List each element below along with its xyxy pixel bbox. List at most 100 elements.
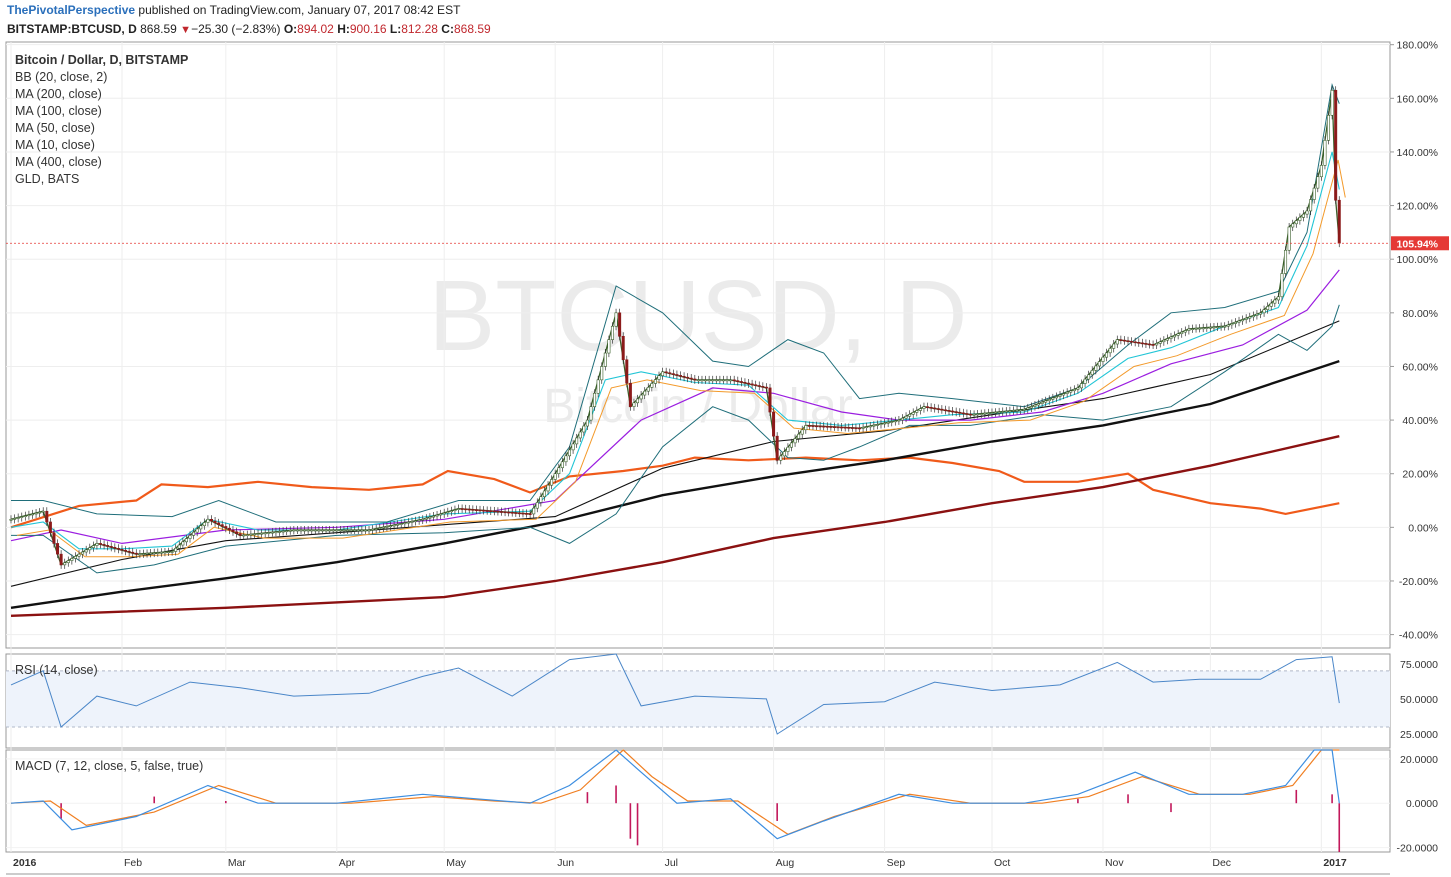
candle-body [30,513,34,516]
candle-body [943,409,947,412]
candle-body [900,417,904,421]
candle-body [532,507,536,515]
candle-body [1194,328,1198,330]
candle-body [904,415,908,419]
candle-body [1180,331,1184,335]
candle-body [1029,406,1033,409]
candle-body [331,529,335,532]
candle-body [582,425,586,433]
time-tick-label: Feb [124,857,142,869]
candle-body [1237,320,1241,323]
candle-body [1233,321,1237,324]
candle-body [41,510,45,513]
rsi-pane-label[interactable]: RSI (14, close) [15,663,98,677]
candle-body [693,378,697,381]
legend-bb[interactable]: BB (20, close, 2) [15,70,108,84]
candle-body [704,379,708,382]
legend-ma10[interactable]: MA (10, close) [15,138,95,152]
publisher-line: ThePivotalPerspective published on Tradi… [7,3,460,17]
candle-body [636,398,640,404]
time-tick-label: Dec [1212,857,1231,869]
candle-body [639,394,643,400]
candle-body [800,429,804,435]
candle-body [163,551,167,554]
publisher-name[interactable]: ThePivotalPerspective [7,3,136,17]
candle-body [1051,397,1055,400]
price-tick-label: 160.00% [1397,93,1438,105]
candle-body [1216,326,1220,329]
candle-body [288,530,292,532]
candle-body [1026,407,1030,410]
price-tick-label: 120.00% [1397,201,1438,213]
candle-body [618,312,622,337]
candle-body [1276,296,1280,301]
candle-body [252,533,256,536]
candle-body [1284,249,1288,274]
macd-histogram-bar [776,803,778,821]
candle-body [850,427,854,429]
candle-body [274,531,278,534]
legend-symbol[interactable]: Bitcoin / Dollar, D, BITSTAMP [15,53,189,67]
macd-histogram-bar [153,796,156,804]
legend-ma200[interactable]: MA (200, close) [15,87,102,101]
candle-body [59,553,63,566]
candle-body [564,455,568,463]
macd-histogram-bar [1295,789,1298,804]
candle-body [134,552,138,555]
candle-body [578,431,582,439]
candle-body [1004,410,1008,413]
candle-body [170,551,174,553]
candle-body [1258,312,1262,315]
candle-body [496,510,500,513]
candle-body [1083,378,1087,384]
candle-body [1162,339,1166,343]
candle-body [897,419,901,422]
candle-body [915,410,919,413]
candle-body [471,509,475,511]
macd-tick-label: -20.0000 [1397,843,1439,855]
candle-body [797,433,801,439]
candle-body [260,532,264,535]
candle-body [951,410,955,413]
candle-body [338,529,342,532]
candle-body [818,425,822,428]
candle-body [263,532,267,535]
macd-tick-label: 0.0000 [1406,798,1438,810]
candle-body [1037,403,1041,406]
candle-body [729,379,733,382]
legend-gld[interactable]: GLD, BATS [15,172,80,186]
time-tick-label: 2016 [13,857,37,869]
rsi-tick-label: 75.0000 [1400,659,1438,671]
candle-body [1269,302,1273,307]
candle-body [1327,114,1331,141]
candle-body [700,379,704,382]
candle-body [95,543,99,546]
candle-body [865,426,869,428]
candle-body [1044,400,1048,403]
candle-body [453,509,457,512]
candle-body [295,529,299,532]
candle-body [38,511,42,514]
macd-tick-label: 20.0000 [1400,754,1438,766]
candle-body [267,532,271,534]
legend-ma400[interactable]: MA (400, close) [15,155,102,169]
macd-pane-label[interactable]: MACD (7, 12, close, 5, false, true) [15,759,204,773]
candle-body [1054,396,1058,399]
open-label: O: [283,22,298,36]
candle-body [793,438,797,444]
candle-body [363,529,367,532]
candle-body [310,529,314,532]
candle-body [550,479,554,486]
candle-body [711,379,715,382]
candle-body [442,512,446,515]
legend-ma50[interactable]: MA (50, close) [15,121,95,135]
macd-histogram-bar [225,801,227,804]
candle-body [113,547,117,549]
time-tick-label: Jun [557,857,574,869]
candle-body [782,451,786,457]
price-tick-label: -20.00% [1399,576,1438,588]
published-text: published on TradingView.com, January 07… [138,3,461,17]
price-tick-label: -40.00% [1399,630,1438,642]
legend-ma100[interactable]: MA (100, close) [15,104,102,118]
candle-body [1294,220,1298,225]
